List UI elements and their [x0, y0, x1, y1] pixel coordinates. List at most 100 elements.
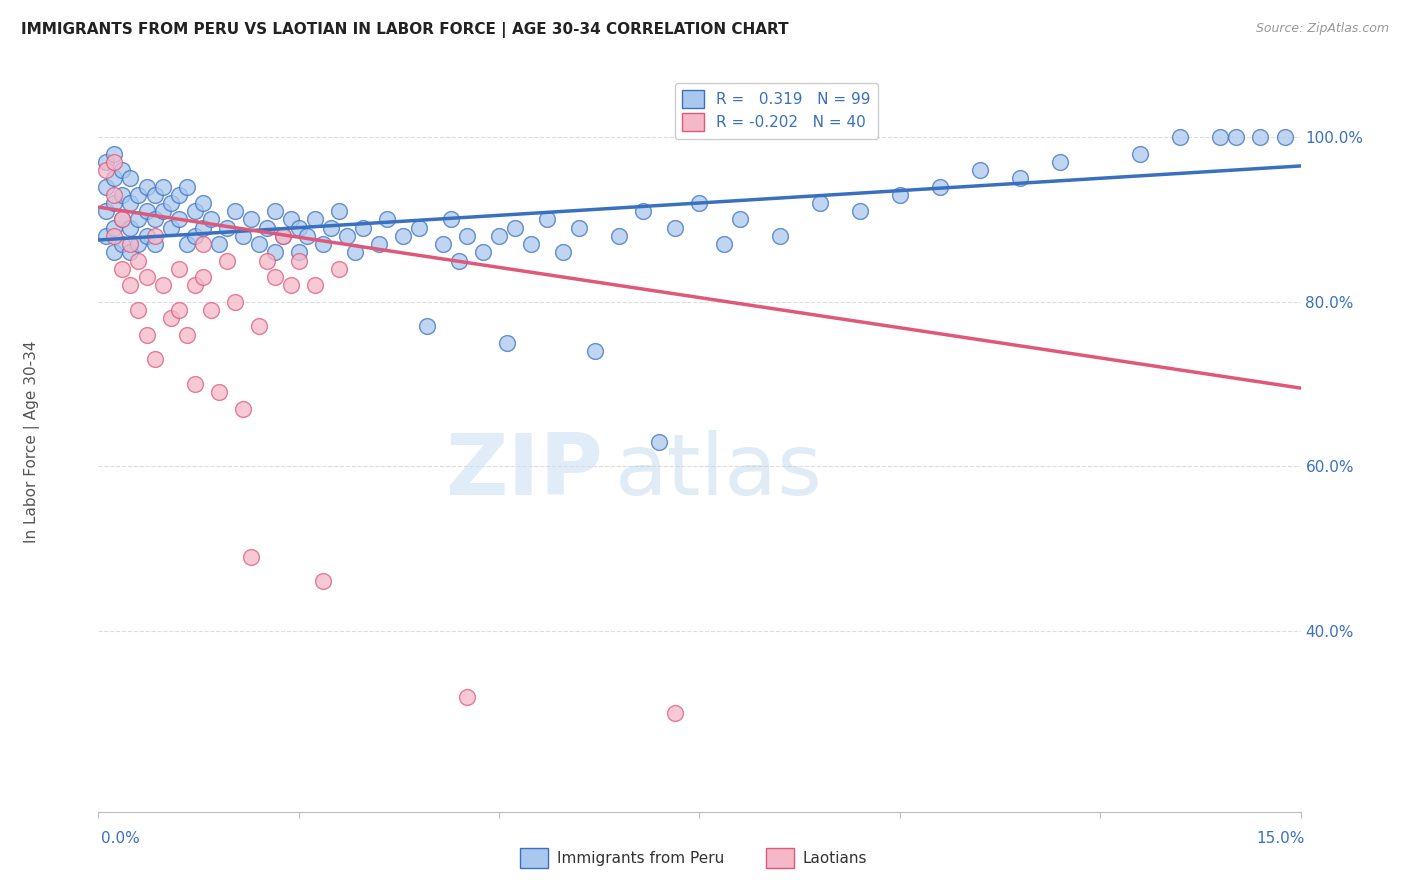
- Point: [103, 196, 125, 211]
- Point: [176, 179, 198, 194]
- Point: [167, 187, 190, 202]
- Point: [152, 179, 174, 194]
- Text: ZIP: ZIP: [446, 430, 603, 513]
- Point: [111, 163, 134, 178]
- Point: [456, 690, 478, 704]
- Point: [191, 196, 214, 211]
- Point: [1010, 171, 1032, 186]
- Point: [312, 237, 335, 252]
- Point: [159, 311, 181, 326]
- Point: [633, 204, 655, 219]
- Point: [232, 228, 254, 243]
- Point: [128, 253, 150, 268]
- Point: [664, 706, 686, 720]
- Point: [1250, 130, 1272, 145]
- Point: [96, 163, 118, 178]
- Point: [135, 228, 157, 243]
- Point: [1049, 154, 1071, 169]
- Point: [191, 270, 214, 285]
- Point: [120, 171, 142, 186]
- Point: [392, 228, 415, 243]
- Point: [263, 245, 285, 260]
- Point: [769, 228, 792, 243]
- FancyBboxPatch shape: [766, 848, 794, 868]
- Point: [343, 245, 366, 260]
- Point: [263, 270, 285, 285]
- Point: [120, 220, 142, 235]
- Point: [111, 237, 134, 252]
- Point: [143, 228, 166, 243]
- Point: [256, 253, 278, 268]
- Point: [103, 220, 125, 235]
- Text: Laotians: Laotians: [803, 851, 868, 865]
- Point: [120, 237, 142, 252]
- Point: [488, 228, 510, 243]
- Point: [215, 220, 238, 235]
- Point: [128, 187, 150, 202]
- Point: [849, 204, 872, 219]
- Point: [713, 237, 735, 252]
- Point: [472, 245, 495, 260]
- Point: [375, 212, 398, 227]
- Point: [328, 204, 350, 219]
- Point: [135, 327, 157, 342]
- Point: [103, 245, 125, 260]
- Point: [167, 261, 190, 276]
- Point: [408, 220, 430, 235]
- Point: [135, 204, 157, 219]
- Point: [183, 278, 205, 293]
- Point: [224, 204, 246, 219]
- Point: [432, 237, 454, 252]
- Point: [120, 278, 142, 293]
- Point: [496, 335, 519, 350]
- Point: [304, 212, 326, 227]
- Point: [368, 237, 391, 252]
- Point: [191, 220, 214, 235]
- Point: [191, 237, 214, 252]
- Point: [456, 228, 478, 243]
- Point: [263, 204, 285, 219]
- Point: [167, 302, 190, 317]
- Point: [416, 319, 439, 334]
- Point: [271, 228, 294, 243]
- Point: [143, 352, 166, 367]
- Point: [167, 212, 190, 227]
- Point: [280, 278, 302, 293]
- Point: [239, 549, 262, 564]
- Point: [247, 237, 270, 252]
- Point: [328, 261, 350, 276]
- Text: Source: ZipAtlas.com: Source: ZipAtlas.com: [1256, 22, 1389, 36]
- Point: [183, 204, 205, 219]
- Point: [1129, 146, 1152, 161]
- Point: [215, 253, 238, 268]
- Point: [135, 179, 157, 194]
- Point: [103, 187, 125, 202]
- Point: [111, 261, 134, 276]
- Point: [256, 220, 278, 235]
- Point: [120, 196, 142, 211]
- Point: [929, 179, 952, 194]
- Point: [568, 220, 591, 235]
- Point: [440, 212, 463, 227]
- Point: [336, 228, 359, 243]
- Text: 0.0%: 0.0%: [101, 831, 141, 846]
- Point: [288, 253, 311, 268]
- Point: [183, 228, 205, 243]
- Point: [111, 212, 134, 227]
- Point: [176, 327, 198, 342]
- Point: [288, 220, 311, 235]
- Legend: R =   0.319   N = 99, R = -0.202   N = 40: R = 0.319 N = 99, R = -0.202 N = 40: [675, 83, 879, 138]
- Point: [200, 212, 222, 227]
- Point: [295, 228, 318, 243]
- Point: [128, 302, 150, 317]
- Point: [224, 294, 246, 309]
- Point: [609, 228, 631, 243]
- Point: [143, 237, 166, 252]
- Point: [103, 146, 125, 161]
- Point: [664, 220, 686, 235]
- Point: [208, 385, 231, 400]
- Point: [889, 187, 911, 202]
- Point: [120, 245, 142, 260]
- Text: Immigrants from Peru: Immigrants from Peru: [557, 851, 724, 865]
- Point: [536, 212, 558, 227]
